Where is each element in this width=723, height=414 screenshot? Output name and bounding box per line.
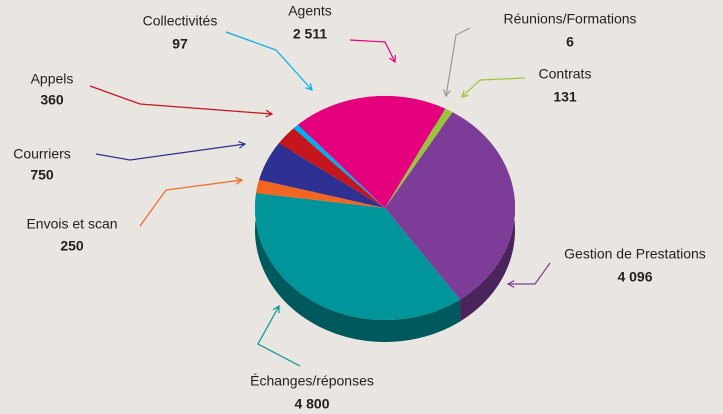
leader-line [461,77,526,98]
slice-label: Agents [288,3,332,19]
slice-label: Envois et scan [26,216,117,232]
leader-arrow [388,54,396,64]
leader-arrow [305,83,313,91]
slice-label: Collectivités [143,13,218,29]
leader-line [257,305,301,367]
pie-slice [293,124,385,208]
leader-line [445,27,471,97]
pie-slice [278,128,385,208]
leader-line [508,262,551,285]
leader-line [139,179,243,227]
slice-label: Gestion de Prestations [564,246,706,262]
leader-line [95,143,246,161]
leader-line [349,39,396,63]
leader-arrow [265,109,274,118]
slice-label: Réunions/Formations [503,11,636,27]
slice-value: 360 [40,92,64,108]
leader-arrow [461,90,469,98]
slice-value: 4 096 [617,269,652,285]
pie-slice [259,143,385,208]
leader-arrow [235,176,244,185]
pie-slice [298,96,446,208]
slice-label: Courriers [13,146,71,162]
pie-slice [385,112,515,300]
pie-slice [255,193,461,320]
pie-slice [385,108,453,208]
slice-value: 97 [172,36,188,52]
slice-value: 131 [553,89,577,105]
slice-value: 6 [566,34,574,50]
leader-line [225,31,313,91]
leader-arrow [272,304,280,314]
slice-value: 4 800 [294,396,329,412]
pie-side [255,193,461,342]
slice-label: Contrats [539,66,592,82]
slice-label: Appels [31,71,74,87]
slice-value: 250 [60,238,84,254]
leader-arrow [238,140,247,149]
slice-label: Échanges/réponses [250,373,374,389]
leader-arrow [506,280,515,288]
slice-value: 2 511 [293,26,327,42]
slice-value: 750 [30,167,54,183]
pie-slice [256,179,385,208]
pie-slice [385,108,446,208]
leader-line [89,85,273,115]
leader-arrow [443,89,451,98]
